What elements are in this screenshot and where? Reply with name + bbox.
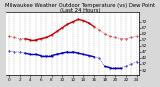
Text: Milwaukee Weather Outdoor Temperature (vs) Dew Point (Last 24 Hours): Milwaukee Weather Outdoor Temperature (v… [5,3,155,13]
